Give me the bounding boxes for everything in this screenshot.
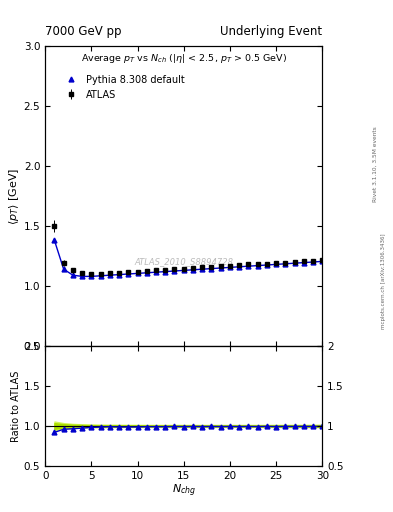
Pythia 8.308 default xyxy=(154,269,158,275)
Pythia 8.308 default xyxy=(219,265,223,271)
X-axis label: $N_{chg}$: $N_{chg}$ xyxy=(172,482,196,499)
Text: mcplots.cern.ch [arXiv:1306.3436]: mcplots.cern.ch [arXiv:1306.3436] xyxy=(381,234,386,329)
Pythia 8.308 default xyxy=(89,273,94,280)
Pythia 8.308 default xyxy=(172,268,177,274)
Pythia 8.308 default xyxy=(209,266,214,272)
Pythia 8.308 default xyxy=(191,267,195,273)
Text: Average $p_T$ vs $N_{ch}$ ($|\eta|$ < 2.5, $p_T$ > 0.5 GeV): Average $p_T$ vs $N_{ch}$ ($|\eta|$ < 2.… xyxy=(81,52,287,65)
Pythia 8.308 default xyxy=(117,271,121,278)
Pythia 8.308 default xyxy=(200,266,205,272)
Pythia 8.308 default xyxy=(246,263,251,269)
Pythia 8.308 default xyxy=(274,261,278,267)
Pythia 8.308 default xyxy=(145,270,149,276)
Pythia 8.308 default xyxy=(163,268,167,274)
Pythia 8.308 default xyxy=(283,261,288,267)
Y-axis label: Ratio to ATLAS: Ratio to ATLAS xyxy=(11,370,21,442)
Pythia 8.308 default xyxy=(228,264,232,270)
Pythia 8.308 default xyxy=(301,260,306,266)
Line: Pythia 8.308 default: Pythia 8.308 default xyxy=(52,238,325,279)
Pythia 8.308 default xyxy=(135,270,140,276)
Pythia 8.308 default xyxy=(237,264,241,270)
Pythia 8.308 default xyxy=(98,273,103,279)
Pythia 8.308 default xyxy=(310,259,315,265)
Pythia 8.308 default xyxy=(61,266,66,272)
Y-axis label: $\langle p_T\rangle$ [GeV]: $\langle p_T\rangle$ [GeV] xyxy=(7,167,21,225)
Pythia 8.308 default xyxy=(255,263,260,269)
Text: 7000 GeV pp: 7000 GeV pp xyxy=(45,25,122,38)
Text: Rivet 3.1.10, 3.5M events: Rivet 3.1.10, 3.5M events xyxy=(373,126,378,202)
Pythia 8.308 default xyxy=(320,259,325,265)
Pythia 8.308 default xyxy=(292,260,297,266)
Pythia 8.308 default xyxy=(52,238,57,244)
Legend: Pythia 8.308 default, ATLAS: Pythia 8.308 default, ATLAS xyxy=(59,72,187,102)
Pythia 8.308 default xyxy=(71,272,75,278)
Text: ATLAS_2010_S8894728: ATLAS_2010_S8894728 xyxy=(134,258,233,267)
Pythia 8.308 default xyxy=(80,273,84,280)
Pythia 8.308 default xyxy=(182,267,186,273)
Pythia 8.308 default xyxy=(126,271,131,277)
Pythia 8.308 default xyxy=(108,272,112,278)
Text: Underlying Event: Underlying Event xyxy=(220,25,322,38)
Pythia 8.308 default xyxy=(264,262,269,268)
